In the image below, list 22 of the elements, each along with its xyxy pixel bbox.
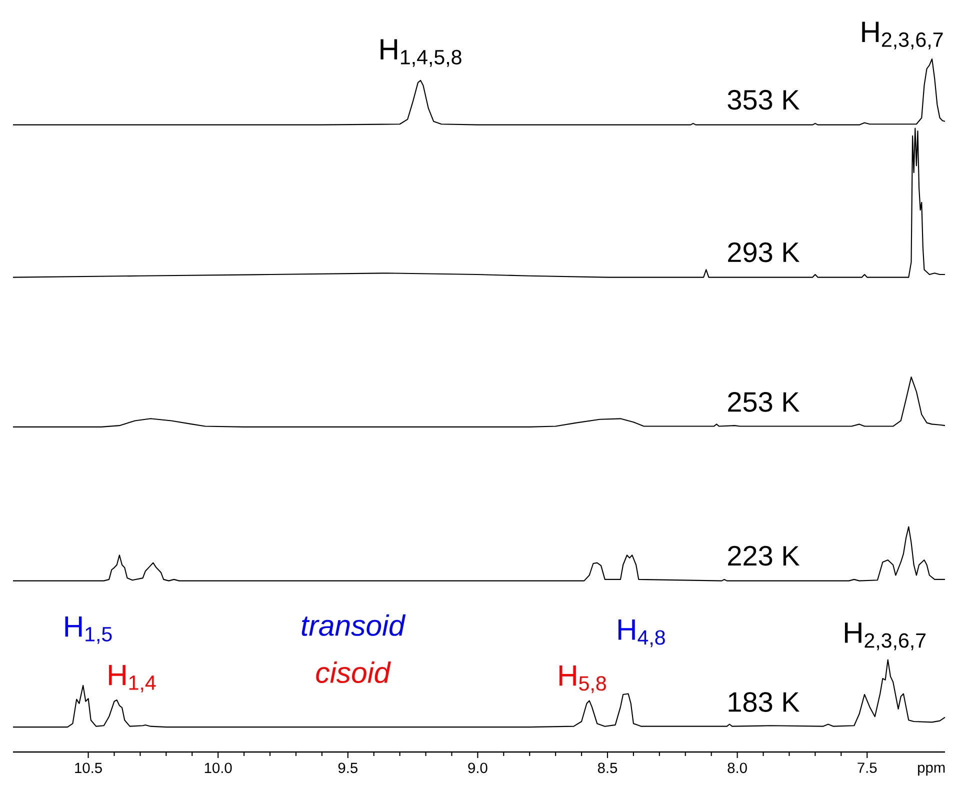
series-label: 293 K (728, 242, 800, 262)
annotation: H$_{5,8}$ (560, 665, 606, 694)
series-label: 353 K (728, 90, 800, 110)
annotation: H$_{1,4,5,8}$ (380, 39, 462, 67)
series-label: 253 K (728, 392, 800, 412)
annotation: H$_{1,4}$ (109, 665, 156, 692)
annotation: transoid (302, 614, 406, 636)
series-label: 183 K (728, 692, 800, 712)
annotation: H$_{4,8}$ (618, 620, 665, 648)
x-tick-label: 8.0 (728, 762, 747, 774)
series-label: 223 K (728, 546, 800, 566)
annotation: cisoid (316, 662, 391, 684)
x-tick-label: 7.5 (858, 762, 877, 773)
x-tick-label: 10.5 (75, 762, 102, 774)
x-tick-label: 9.5 (338, 762, 358, 774)
x-axis-title: ppm (918, 764, 945, 776)
x-tick-label: 10.0 (204, 762, 232, 774)
x-tick-label: 9.0 (468, 762, 488, 774)
annotation: H$_{2,3,6,7}$ (844, 622, 926, 650)
x-tick-label: 8.5 (598, 762, 618, 774)
annotation: H$_{1,5}$ (65, 616, 112, 644)
annotation: H$_{2,3,6,7}$ (862, 22, 943, 50)
